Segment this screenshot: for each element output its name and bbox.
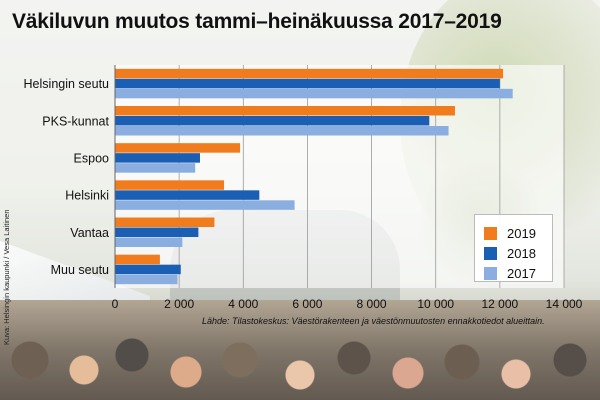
category-label: Helsingin seutu bbox=[24, 77, 110, 91]
bar-2019 bbox=[115, 254, 160, 265]
category-label: PKS-kunnat bbox=[42, 114, 109, 128]
chart-title: Väkiluvun muutos tammi–heinäkuussa 2017–… bbox=[12, 10, 502, 33]
x-tick-label: 10 000 bbox=[417, 297, 454, 311]
x-tick-label: 12 000 bbox=[482, 297, 519, 311]
category-label: Helsinki bbox=[65, 189, 109, 203]
legend-item-2019: 2019 bbox=[484, 223, 552, 243]
bar-2018 bbox=[115, 116, 430, 126]
bar-2018 bbox=[115, 78, 500, 89]
category-label: Vantaa bbox=[70, 226, 109, 240]
x-tick-label: 2 000 bbox=[164, 297, 194, 311]
bar-2017 bbox=[115, 88, 513, 99]
bar-2017 bbox=[115, 274, 178, 285]
bar-2018 bbox=[115, 190, 260, 200]
bar-2019 bbox=[115, 106, 455, 116]
x-tick-label: 8 000 bbox=[357, 297, 387, 311]
legend-label-2018: 2018 bbox=[507, 245, 536, 261]
legend-swatch-2018 bbox=[484, 246, 497, 260]
bar-2017 bbox=[115, 237, 183, 247]
legend: 2019 2018 2017 bbox=[474, 214, 553, 282]
x-tick-label: 6 000 bbox=[292, 297, 322, 311]
legend-item-2018: 2018 bbox=[484, 243, 552, 263]
legend-label-2017: 2017 bbox=[507, 265, 536, 281]
bar-2017 bbox=[115, 126, 449, 136]
source-note: Lähde: Tilastokeskus: Väestörakenteen ja… bbox=[202, 316, 545, 326]
x-tick-label: 0 bbox=[112, 297, 119, 311]
category-label: Espoo bbox=[74, 151, 109, 165]
bar-2018 bbox=[115, 227, 199, 237]
bar-2019 bbox=[115, 217, 215, 227]
bar-2017 bbox=[115, 163, 196, 173]
legend-item-2017: 2017 bbox=[484, 263, 552, 283]
x-tick-label: 14 000 bbox=[546, 297, 583, 311]
legend-label-2019: 2019 bbox=[507, 225, 536, 241]
category-label: Muu seutu bbox=[51, 263, 109, 277]
legend-swatch-2019 bbox=[484, 226, 497, 240]
x-tick-label: 4 000 bbox=[228, 297, 258, 311]
bar-2019 bbox=[115, 180, 225, 190]
legend-swatch-2017 bbox=[484, 266, 497, 280]
bar-2017 bbox=[115, 200, 295, 210]
bar-2018 bbox=[115, 153, 200, 163]
crowd-photo bbox=[0, 300, 600, 400]
bar-2019 bbox=[115, 68, 504, 79]
bar-2018 bbox=[115, 264, 181, 275]
bar-2019 bbox=[115, 143, 241, 153]
